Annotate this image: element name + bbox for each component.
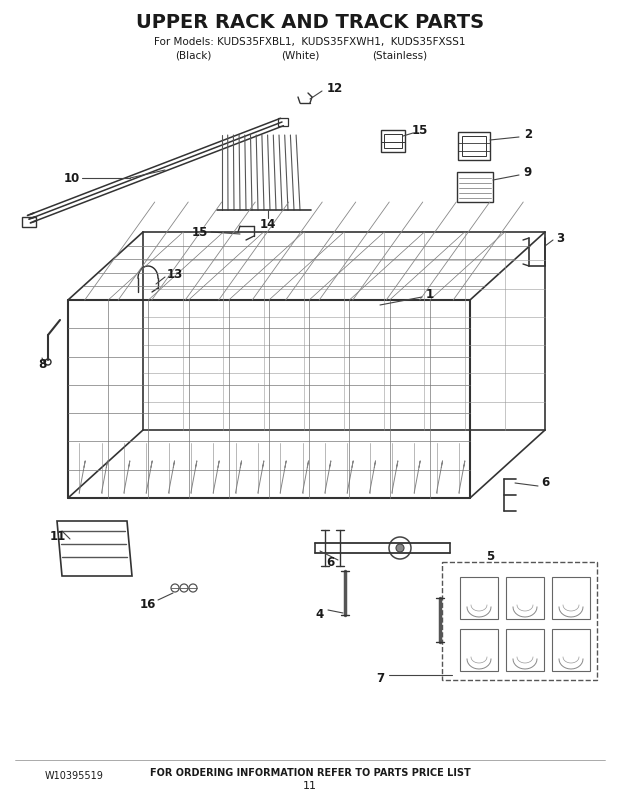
Bar bbox=[506, 577, 544, 619]
Text: 15: 15 bbox=[412, 124, 428, 136]
Text: 14: 14 bbox=[260, 218, 276, 232]
Bar bbox=[442, 562, 597, 680]
Bar bbox=[22, 217, 36, 227]
Text: 16: 16 bbox=[140, 597, 156, 610]
Text: FOR ORDERING INFORMATION REFER TO PARTS PRICE LIST: FOR ORDERING INFORMATION REFER TO PARTS … bbox=[149, 768, 471, 778]
Bar bbox=[506, 629, 544, 671]
Bar bbox=[552, 629, 590, 671]
Text: (White): (White) bbox=[281, 51, 319, 61]
Text: (Stainless): (Stainless) bbox=[373, 51, 428, 61]
Text: 4: 4 bbox=[316, 607, 324, 621]
Bar bbox=[460, 577, 498, 619]
Text: 8: 8 bbox=[38, 358, 46, 371]
Text: 6: 6 bbox=[326, 556, 334, 569]
Bar bbox=[457, 172, 493, 202]
Bar bbox=[462, 136, 486, 156]
Bar bbox=[458, 132, 490, 160]
Bar bbox=[381, 130, 405, 152]
Bar bbox=[552, 577, 590, 619]
Circle shape bbox=[396, 544, 404, 552]
Text: UPPER RACK AND TRACK PARTS: UPPER RACK AND TRACK PARTS bbox=[136, 13, 484, 31]
Text: 6: 6 bbox=[541, 476, 549, 488]
Text: 15: 15 bbox=[192, 225, 208, 238]
Text: 9: 9 bbox=[524, 165, 532, 179]
Bar bbox=[460, 629, 498, 671]
Text: (Black): (Black) bbox=[175, 51, 211, 61]
Text: 11: 11 bbox=[303, 781, 317, 791]
Text: 10: 10 bbox=[64, 172, 80, 184]
Bar bbox=[278, 118, 288, 126]
Text: 13: 13 bbox=[167, 269, 183, 282]
Text: 5: 5 bbox=[486, 550, 494, 564]
Text: 1: 1 bbox=[426, 289, 434, 302]
Text: For Models: KUDS35FXBL1,  KUDS35FXWH1,  KUDS35FXSS1: For Models: KUDS35FXBL1, KUDS35FXWH1, KU… bbox=[154, 37, 466, 47]
Text: 12: 12 bbox=[327, 82, 343, 95]
Bar bbox=[384, 134, 402, 148]
Text: 11: 11 bbox=[50, 529, 66, 542]
Text: 2: 2 bbox=[524, 128, 532, 141]
Text: 7: 7 bbox=[376, 671, 384, 684]
Text: W10395519: W10395519 bbox=[45, 771, 104, 781]
Text: 3: 3 bbox=[556, 232, 564, 245]
